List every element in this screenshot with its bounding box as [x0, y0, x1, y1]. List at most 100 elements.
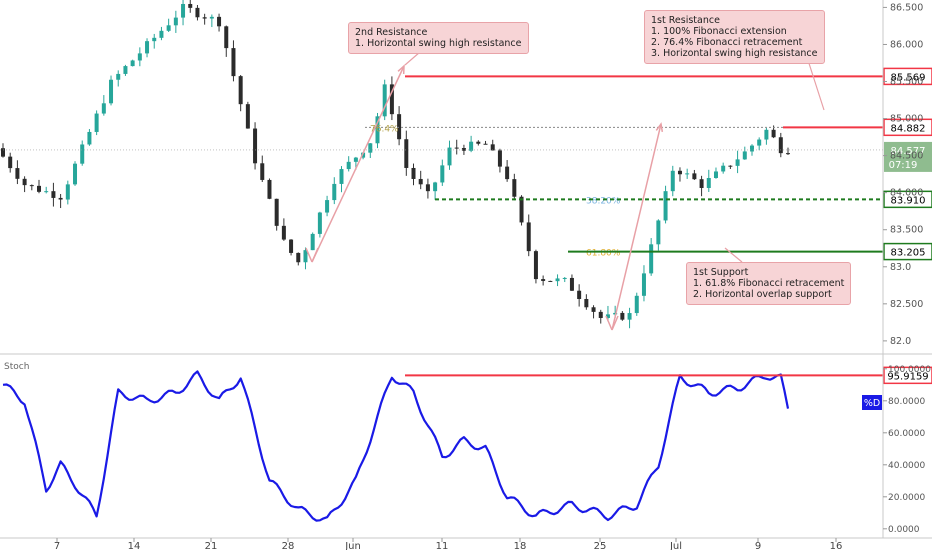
annotation-line: 2. 76.4% Fibonacci retracement [651, 37, 803, 48]
candle-body [317, 212, 322, 234]
last-price-label: 84.577 [891, 146, 926, 157]
candle-body [418, 178, 423, 185]
annotation-line: 2. Horizontal overlap support [693, 289, 832, 300]
candle-body [166, 25, 171, 31]
candle-body [692, 173, 697, 180]
candle-body [742, 151, 747, 160]
time-tick-label: 16 [830, 541, 843, 550]
candle-body [505, 166, 510, 180]
candle-body [188, 3, 193, 8]
price-tick-label: 86.500 [890, 2, 923, 13]
candle-body [490, 144, 495, 151]
price-tick-label: 86.000 [890, 39, 923, 50]
candle-body [51, 191, 56, 198]
time-tick-label: 11 [436, 541, 449, 550]
candle-body [526, 222, 531, 252]
candle-body [44, 191, 49, 193]
price-candles [1, 0, 790, 329]
candle-body [411, 167, 416, 179]
candle-body [195, 7, 200, 18]
annotation-line: 1. 100% Fibonacci extension [651, 26, 787, 37]
level-label-box [883, 190, 932, 209]
level-label: 83.205 [891, 248, 926, 259]
candle-body [670, 170, 675, 192]
candle-body [685, 173, 690, 175]
candle-body [245, 104, 250, 129]
candle-body [778, 137, 783, 154]
price-tick-label: 83.0 [890, 262, 911, 273]
candle-body [728, 165, 733, 167]
candle-body [238, 76, 243, 105]
candle-body [620, 312, 625, 320]
candle-body [375, 116, 380, 144]
candle-body [332, 183, 337, 201]
candle-body [649, 244, 654, 274]
annotation-pointer [404, 51, 421, 66]
candle-body [663, 191, 668, 221]
candle-body [533, 251, 538, 280]
candle-body [541, 279, 546, 281]
candle-body [22, 178, 27, 186]
candle-body [634, 295, 639, 314]
fib-label: 38.20% [586, 196, 621, 206]
level-label: 85.569 [891, 72, 926, 83]
candle-body [749, 145, 754, 152]
candle-body [721, 165, 726, 172]
annotation-2nd-resistance: 2nd Resistance 1. Horizontal swing high … [348, 22, 529, 54]
candle-body [404, 139, 409, 168]
candle-body [87, 131, 92, 145]
fib-label: 61.80% [586, 249, 621, 259]
level-label: 83.910 [891, 195, 926, 206]
candle-body [37, 185, 42, 192]
time-tick-label: 28 [282, 541, 295, 550]
candle-body [469, 141, 474, 151]
candle-body [713, 171, 718, 179]
arrow-head [655, 122, 664, 133]
candle-body [569, 277, 574, 291]
candle-body [605, 314, 610, 318]
level-label: 84.882 [891, 123, 926, 134]
price-tick-label: 82.500 [890, 299, 923, 310]
annotation-1st-support: 1st Support 1. 61.8% Fibonacci retraceme… [686, 262, 852, 305]
candle-body [461, 148, 466, 151]
candle-body [786, 153, 790, 155]
stoch-d-label: %D [864, 398, 880, 409]
last-price-box [884, 141, 932, 172]
price-tick-label: 84.500 [890, 151, 923, 162]
stoch-tick-label: 40.0000 [888, 461, 925, 471]
candle-body [584, 298, 589, 308]
candle-body [159, 30, 164, 38]
candle-body [627, 313, 632, 320]
annotation-line: 3. Horizontal swing high resistance [651, 48, 818, 59]
candle-body [260, 163, 265, 180]
candle-body [101, 103, 106, 114]
time-tick-label: 9 [755, 541, 761, 550]
candle-body [109, 79, 114, 104]
stoch-tick-label: 100.0000 [888, 365, 931, 375]
price-tick-label: 85.000 [890, 114, 923, 125]
candle-body [339, 169, 344, 184]
annotation-line: 1. Horizontal swing high resistance [355, 38, 522, 49]
candle-body [310, 233, 315, 251]
candle-body [454, 147, 459, 149]
candle-body [145, 41, 150, 54]
candle-body [217, 16, 222, 27]
candle-body [764, 129, 769, 140]
candle-body [382, 84, 387, 117]
time-tick-label: 7 [54, 541, 60, 550]
level-label-box [883, 118, 932, 137]
candle-body [512, 179, 517, 197]
candle-body [368, 143, 373, 153]
candle-body [706, 178, 711, 188]
price-tick-label: 85.500 [890, 77, 923, 88]
candle-body [123, 66, 128, 74]
candle-body [296, 252, 301, 263]
annotation-pointer [724, 247, 743, 263]
stoch-tick-label: 60.0000 [888, 429, 925, 439]
swing-low-mark [605, 315, 613, 331]
time-tick-label: 21 [205, 541, 218, 550]
candle-body [15, 168, 20, 179]
candle-body [202, 17, 207, 19]
candle-body [440, 165, 445, 183]
